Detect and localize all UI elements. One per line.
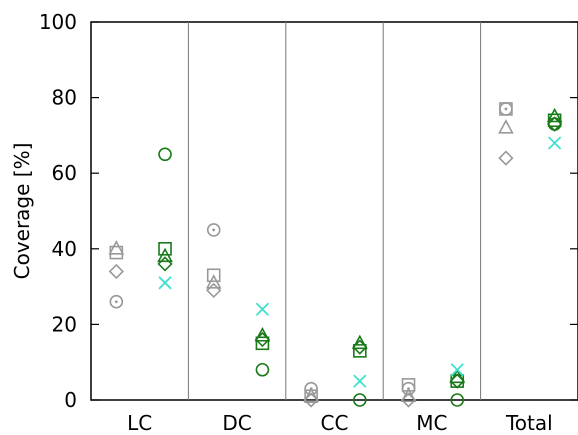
data-point xyxy=(254,327,271,342)
data-point xyxy=(255,362,270,377)
data-point xyxy=(351,334,368,350)
data-point xyxy=(400,387,417,403)
data-point xyxy=(499,102,513,116)
x-tick-label: Total xyxy=(505,411,553,435)
data-point xyxy=(205,274,222,289)
data-point xyxy=(206,268,221,283)
data-point xyxy=(303,392,319,408)
data-point xyxy=(546,116,563,132)
plot-border xyxy=(90,21,578,401)
y-tick-label: 80 xyxy=(52,86,77,110)
data-markers xyxy=(108,102,563,408)
data-point xyxy=(546,107,563,123)
data-point xyxy=(449,368,466,384)
y-axis-label: Coverage [%] xyxy=(10,143,34,280)
data-point xyxy=(157,256,173,272)
data-point xyxy=(353,393,367,407)
data-point xyxy=(547,117,562,131)
data-point xyxy=(158,147,172,162)
data-point xyxy=(303,387,319,403)
y-tick-label: 40 xyxy=(52,237,77,261)
data-point xyxy=(400,392,417,408)
data-point xyxy=(449,373,465,389)
data-point xyxy=(450,363,464,377)
data-point xyxy=(498,150,514,166)
x-tick-label: DC xyxy=(222,411,251,435)
data-point xyxy=(157,247,173,263)
y-tick-label: 0 xyxy=(64,388,77,412)
x-tick-label: CC xyxy=(321,411,349,435)
data-point xyxy=(109,294,124,309)
data-point xyxy=(353,374,367,388)
y-tick-label: 60 xyxy=(52,161,77,185)
plot-frame xyxy=(90,21,578,401)
data-point xyxy=(158,242,172,256)
data-point xyxy=(254,331,271,348)
data-point xyxy=(353,344,367,358)
data-point xyxy=(255,302,270,316)
data-point xyxy=(206,223,221,237)
data-point xyxy=(499,102,513,116)
data-point xyxy=(450,393,465,407)
data-point xyxy=(158,276,172,290)
data-point xyxy=(255,336,270,351)
x-tick-label: MC xyxy=(416,411,447,435)
data-point xyxy=(352,339,368,355)
data-point xyxy=(108,240,125,255)
x-tick-label: LC xyxy=(127,411,152,435)
data-point xyxy=(498,119,514,134)
axis-ticks: 0 20 40 60 80 100 LC DC CC MC Total xyxy=(39,10,578,435)
data-point xyxy=(547,136,562,150)
data-point xyxy=(206,282,222,299)
y-tick-label: 20 xyxy=(52,312,77,336)
data-point xyxy=(108,263,124,280)
y-tick-label: 100 xyxy=(39,10,77,34)
